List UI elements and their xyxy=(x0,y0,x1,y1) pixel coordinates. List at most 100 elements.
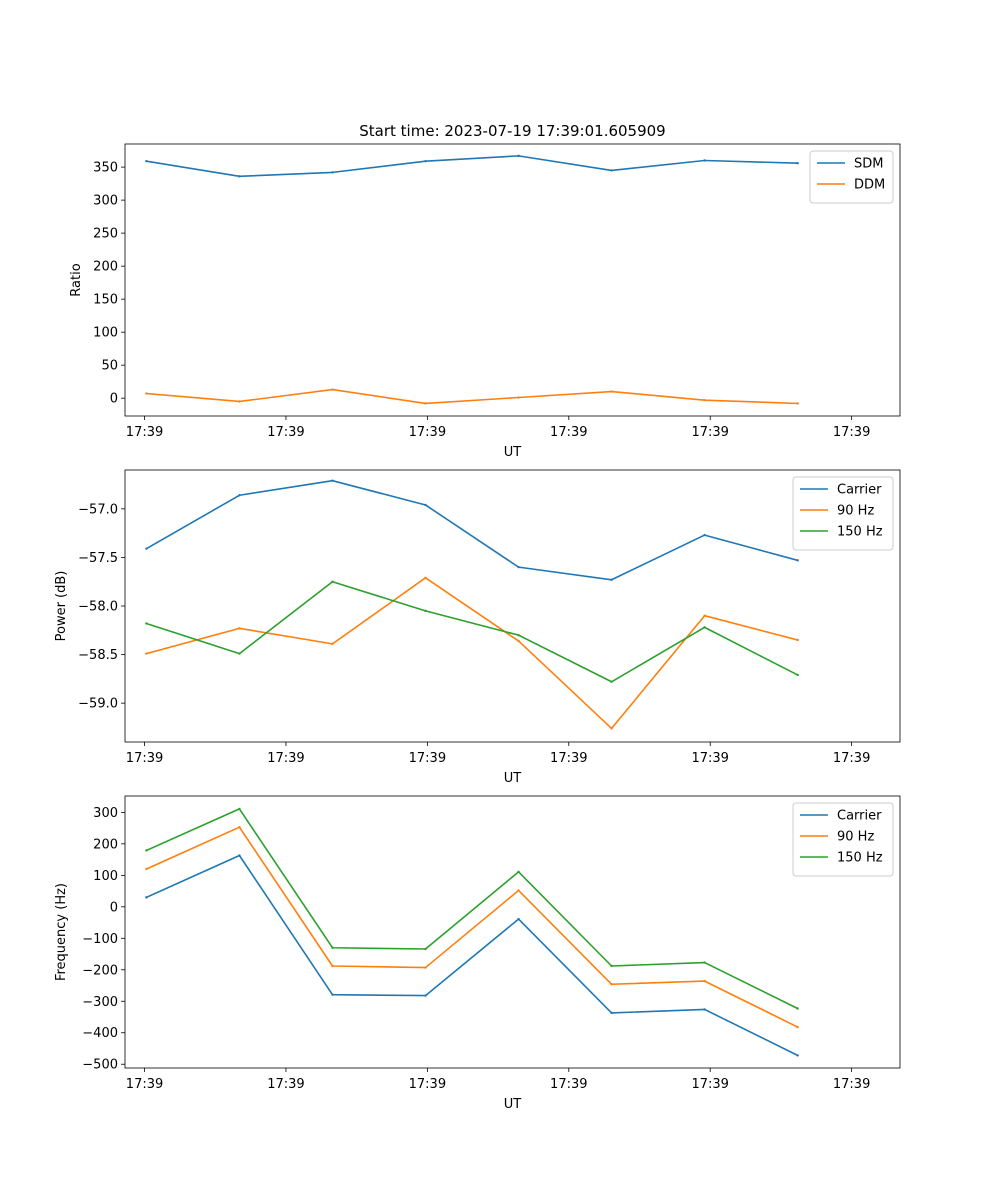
data-point-carrier xyxy=(145,896,148,899)
x-tick-label: 17:39 xyxy=(409,751,446,766)
data-point-90-hz xyxy=(703,614,706,617)
x-tick-label: 17:39 xyxy=(126,751,163,766)
panel-2: 17:39 17:39 17:39 17:39 17:39 17:39 −59.0 −58.5… xyxy=(54,469,901,786)
y-tick-label: −100 xyxy=(82,932,118,947)
data-point-150-hz xyxy=(517,633,520,637)
data-point-carrier xyxy=(703,533,706,537)
data-point-carrier xyxy=(610,578,613,581)
data-point-150-hz xyxy=(796,1007,799,1010)
data-point-150-hz xyxy=(145,849,148,852)
data-point-90-hz xyxy=(331,964,334,968)
legend: SDM DDM xyxy=(809,150,894,204)
legend-label-150-hz: 150 Hz xyxy=(837,525,883,540)
y-tick-label: 300 xyxy=(93,194,118,209)
data-point-90-hz xyxy=(424,966,427,969)
data-point-90-hz xyxy=(331,642,334,646)
x-axis-label: UT xyxy=(504,445,522,460)
legend: Carrier 90 Hz 150 Hz xyxy=(792,476,894,551)
data-point-carrier xyxy=(517,917,520,921)
y-tick-label: 0 xyxy=(110,900,118,915)
data-point-90-hz xyxy=(796,1025,799,1029)
data-point-ddm xyxy=(145,392,148,395)
axes-frame xyxy=(124,143,901,417)
data-point-carrier xyxy=(238,494,241,497)
data-point-carrier xyxy=(796,1054,799,1057)
axes-frame xyxy=(124,795,901,1069)
legend-label-carrier: Carrier xyxy=(837,483,882,498)
data-point-ddm xyxy=(517,396,520,399)
y-tick-label: 100 xyxy=(93,869,118,884)
legend-label-90-hz: 90 Hz xyxy=(837,830,874,845)
legend-box xyxy=(809,150,894,204)
data-point-sdm xyxy=(796,161,799,165)
panel-1: 17:39 17:39 17:39 17:39 17:39 17:39 0 50 100 150 2… xyxy=(69,143,901,460)
x-tick-label: 17:39 xyxy=(126,425,163,440)
legend: Carrier 90 Hz 150 Hz xyxy=(792,802,894,877)
data-point-sdm xyxy=(703,159,706,162)
data-point-ddm xyxy=(610,390,613,393)
y-tick-label: −57.0 xyxy=(78,502,118,517)
y-tick-label: 150 xyxy=(93,293,118,308)
data-point-90-hz xyxy=(796,638,799,642)
legend-label-ddm: DDM xyxy=(854,178,885,193)
series-line-90-hz xyxy=(145,577,799,730)
y-tick-label: 250 xyxy=(93,227,118,242)
legend-label-90-hz: 90 Hz xyxy=(837,504,874,519)
series-line-150-hz xyxy=(145,580,799,683)
data-point-ddm xyxy=(703,398,706,402)
x-tick-label: 17:39 xyxy=(833,751,870,766)
data-point-ddm xyxy=(238,400,241,403)
x-tick-label: 17:39 xyxy=(126,1077,163,1092)
data-point-150-hz xyxy=(424,947,427,951)
y-tick-label: −400 xyxy=(82,1026,118,1041)
data-point-150-hz xyxy=(424,609,427,613)
y-tick-label: 50 xyxy=(101,359,118,374)
data-point-90-hz xyxy=(145,652,148,655)
x-tick-label: 17:39 xyxy=(409,1077,446,1092)
series-line-ddm xyxy=(145,388,799,405)
legend-label-carrier: Carrier xyxy=(837,809,882,824)
data-point-sdm xyxy=(331,171,334,174)
data-point-90-hz xyxy=(703,979,706,983)
y-tick-label: 100 xyxy=(93,326,118,341)
series-line-carrier xyxy=(145,479,799,581)
y-tick-label: −57.5 xyxy=(78,551,118,566)
y-tick-label: 200 xyxy=(93,260,118,275)
x-tick-label: 17:39 xyxy=(691,1077,728,1092)
y-axis-label: Ratio xyxy=(69,263,84,296)
data-point-90-hz xyxy=(610,727,613,730)
y-tick-label: −58.0 xyxy=(78,600,118,615)
y-tick-label: 300 xyxy=(93,806,118,821)
y-axis-label: Power (dB) xyxy=(54,571,69,642)
data-point-carrier xyxy=(424,503,427,507)
data-point-90-hz xyxy=(238,627,241,630)
data-point-150-hz xyxy=(610,680,613,683)
data-point-150-hz xyxy=(703,626,706,629)
series-line-150-hz xyxy=(145,808,799,1010)
y-tick-label: 350 xyxy=(93,161,118,176)
data-point-ddm xyxy=(796,402,799,405)
data-point-150-hz xyxy=(331,946,334,949)
data-point-carrier xyxy=(703,1008,706,1011)
series-line-sdm xyxy=(145,155,799,178)
panel-3: 17:39 17:39 17:39 17:39 17:39 17:39 −500 −400 −3… xyxy=(54,795,901,1112)
figure-title: Start time: 2023-07-19 17:39:01.605909 xyxy=(359,122,665,140)
legend-label-150-hz: 150 Hz xyxy=(837,851,883,866)
x-tick-label: 17:39 xyxy=(550,1077,587,1092)
data-point-90-hz xyxy=(610,983,613,986)
data-point-150-hz xyxy=(145,622,148,625)
data-point-90-hz xyxy=(424,576,427,580)
data-point-150-hz xyxy=(703,961,706,964)
y-tick-label: −300 xyxy=(82,995,118,1010)
x-tick-label: 17:39 xyxy=(550,751,587,766)
data-point-90-hz xyxy=(517,889,520,892)
y-tick-label: −500 xyxy=(82,1058,118,1073)
data-point-150-hz xyxy=(238,652,241,655)
y-tick-label: 200 xyxy=(93,837,118,852)
x-tick-label: 17:39 xyxy=(267,751,304,766)
series-line-carrier xyxy=(145,854,799,1057)
data-point-90-hz xyxy=(517,639,520,643)
x-tick-label: 17:39 xyxy=(550,425,587,440)
data-point-carrier xyxy=(517,565,520,569)
data-point-carrier xyxy=(424,994,427,997)
